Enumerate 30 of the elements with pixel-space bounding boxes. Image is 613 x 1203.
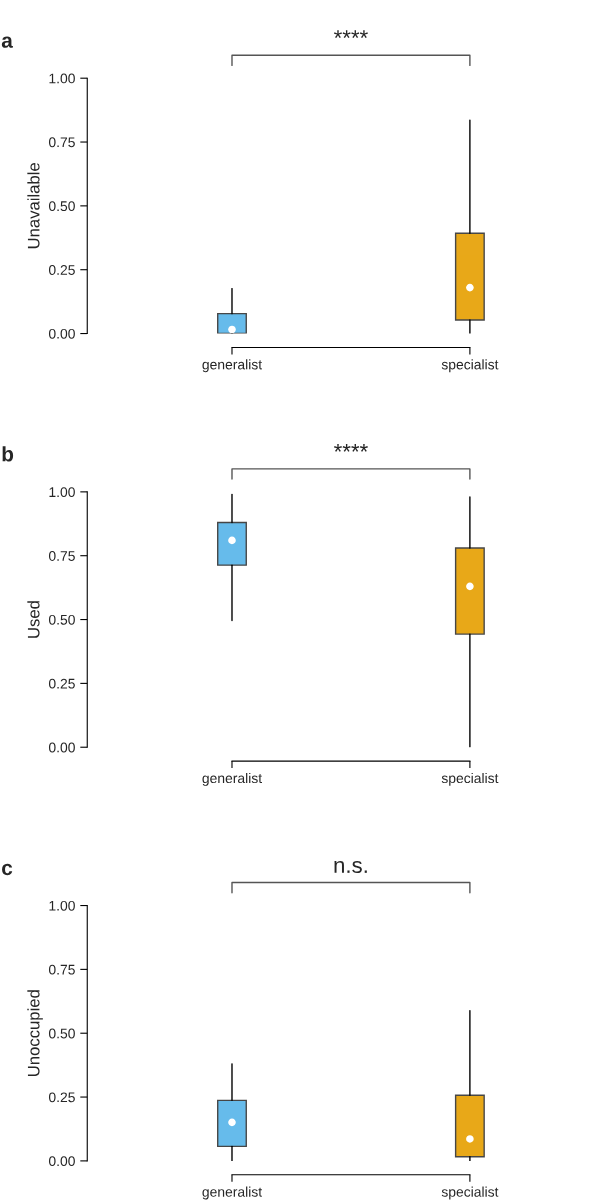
y-tick-label: 0.25: [48, 678, 75, 689]
y-tick-label: 1.00: [49, 900, 75, 911]
y-tick-label: 0.00: [48, 328, 75, 339]
y-tick-label: 0.00: [48, 742, 75, 753]
text: ****: [334, 30, 368, 39]
y-axis-title: Unavailable: [27, 163, 40, 249]
text: n.s.: [334, 860, 367, 874]
y-tick-label: 0.75: [48, 551, 75, 561]
y-tick-label: 0.75: [48, 964, 75, 975]
x-tick-label: specialist: [441, 1186, 499, 1200]
y-tick-label: 1.00: [49, 487, 75, 498]
y-tick-label: 0.25: [48, 265, 75, 275]
y-tick-label: 0.75: [48, 137, 75, 148]
x-tick-label: generalist: [202, 772, 262, 786]
x-tick-label: specialist: [441, 772, 499, 786]
x-tick-label: generalist: [202, 1186, 262, 1200]
chart-title: b: [2, 446, 14, 462]
chart-title: c: [2, 863, 13, 876]
y-axis-title: Unoccupied: [27, 990, 43, 1076]
y-tick-label: 1.00: [49, 73, 75, 84]
y-tick-label: 0.50: [48, 614, 75, 625]
x-tick-label: specialist: [441, 359, 499, 373]
x-tick-label: generalist: [202, 359, 262, 373]
y-tick-label: 0.25: [48, 1092, 75, 1103]
y-tick-label: 0.00: [48, 1156, 75, 1167]
chart-title: a: [1, 36, 13, 48]
y-tick-label: 0.50: [48, 201, 75, 212]
text: ****: [334, 443, 368, 452]
y-axis-title: Used: [27, 601, 40, 638]
y-tick-label: 0.50: [48, 1028, 75, 1039]
